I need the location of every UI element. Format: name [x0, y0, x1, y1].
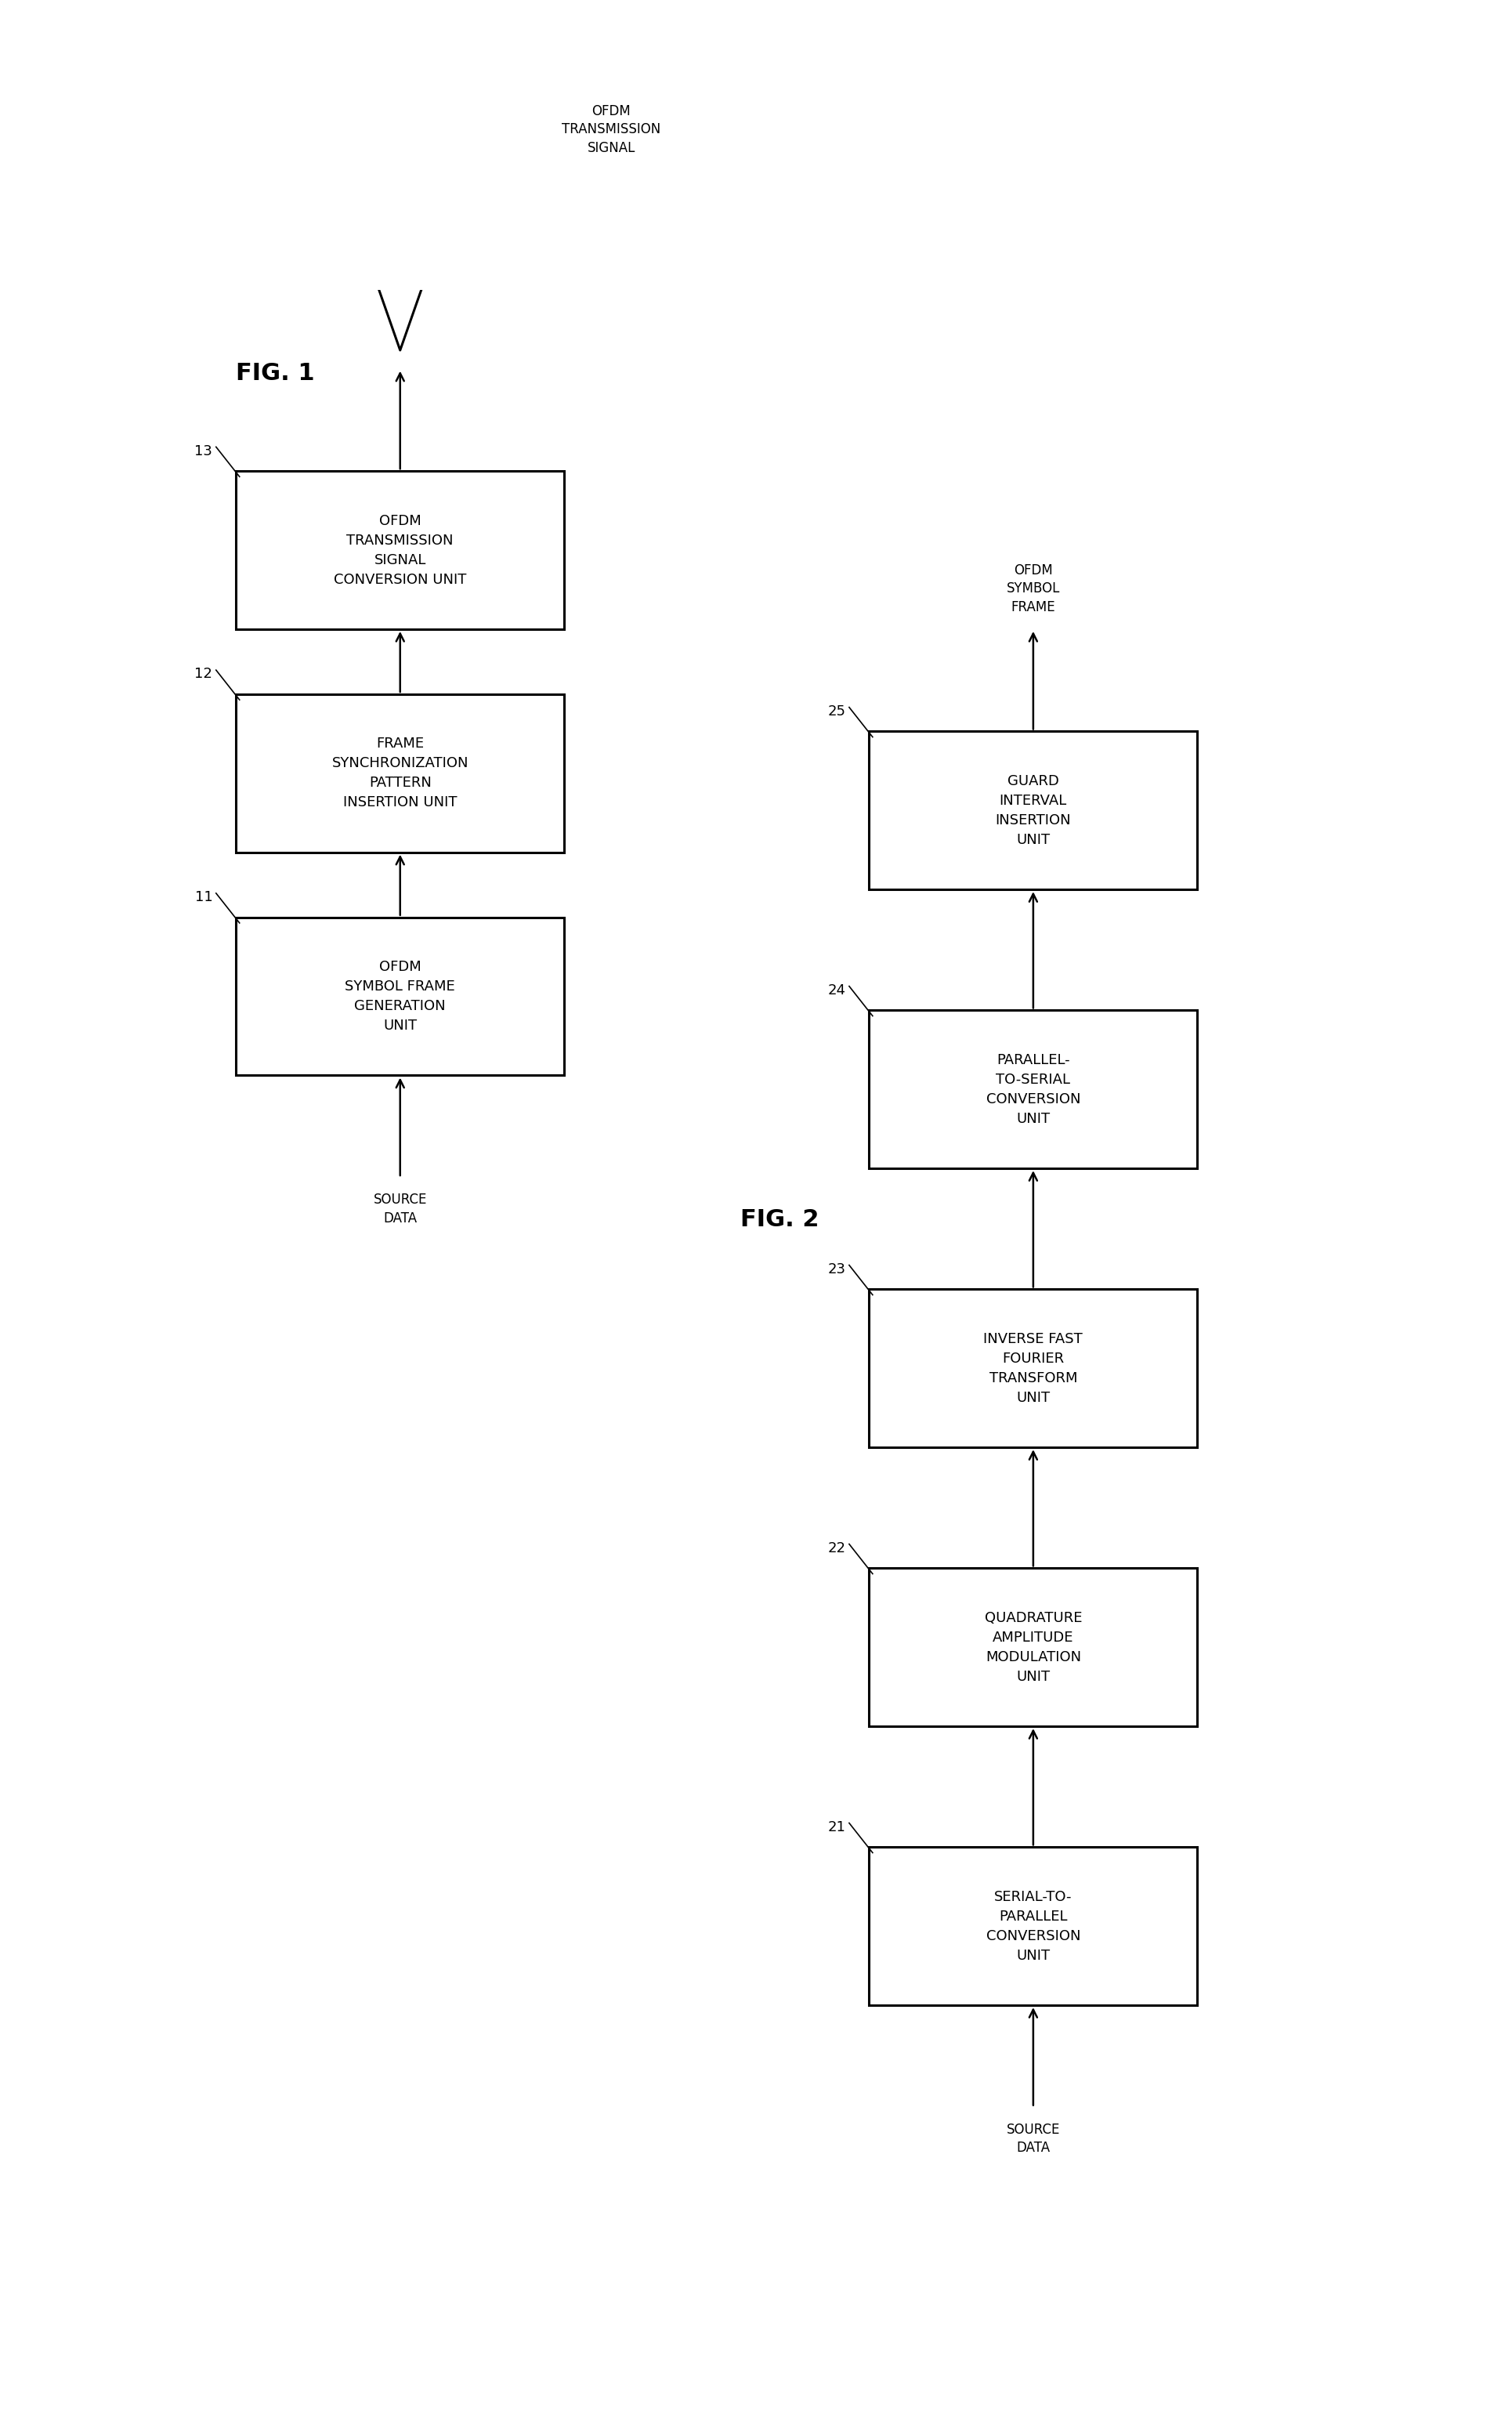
Text: FIG. 2: FIG. 2	[739, 1208, 818, 1232]
Text: SOURCE
DATA: SOURCE DATA	[373, 1193, 426, 1224]
Text: FIG. 1: FIG. 1	[236, 362, 314, 384]
Text: 22: 22	[827, 1541, 845, 1555]
Text: 13: 13	[195, 444, 212, 459]
FancyBboxPatch shape	[236, 471, 564, 630]
Text: SERIAL-TO-
PARALLEL
CONVERSION
UNIT: SERIAL-TO- PARALLEL CONVERSION UNIT	[986, 1891, 1080, 1963]
Text: PARALLEL-
TO-SERIAL
CONVERSION
UNIT: PARALLEL- TO-SERIAL CONVERSION UNIT	[986, 1053, 1080, 1125]
Text: SOURCE
DATA: SOURCE DATA	[1005, 2123, 1060, 2154]
Text: 21: 21	[827, 1821, 845, 1833]
Text: GUARD
INTERVAL
INSERTION
UNIT: GUARD INTERVAL INSERTION UNIT	[995, 775, 1070, 848]
Text: 23: 23	[827, 1263, 845, 1275]
FancyBboxPatch shape	[236, 918, 564, 1075]
Text: OFDM
TRANSMISSION
SIGNAL
CONVERSION UNIT: OFDM TRANSMISSION SIGNAL CONVERSION UNIT	[334, 514, 466, 587]
Text: QUADRATURE
AMPLITUDE
MODULATION
UNIT: QUADRATURE AMPLITUDE MODULATION UNIT	[984, 1611, 1081, 1683]
Text: 25: 25	[827, 705, 845, 717]
FancyBboxPatch shape	[868, 1847, 1198, 2004]
Text: OFDM
SYMBOL
FRAME: OFDM SYMBOL FRAME	[1005, 563, 1060, 613]
FancyBboxPatch shape	[868, 1290, 1198, 1447]
Text: 11: 11	[195, 891, 212, 903]
Text: 24: 24	[827, 983, 845, 997]
FancyBboxPatch shape	[868, 1009, 1198, 1169]
Text: OFDM
TRANSMISSION
SIGNAL: OFDM TRANSMISSION SIGNAL	[561, 104, 661, 155]
FancyBboxPatch shape	[236, 693, 564, 852]
Text: 12: 12	[195, 667, 212, 681]
Text: FRAME
SYNCHRONIZATION
PATTERN
INSERTION UNIT: FRAME SYNCHRONIZATION PATTERN INSERTION …	[331, 737, 469, 809]
FancyBboxPatch shape	[868, 732, 1198, 889]
Text: OFDM
SYMBOL FRAME
GENERATION
UNIT: OFDM SYMBOL FRAME GENERATION UNIT	[345, 961, 455, 1034]
FancyBboxPatch shape	[868, 1567, 1198, 1727]
Text: INVERSE FAST
FOURIER
TRANSFORM
UNIT: INVERSE FAST FOURIER TRANSFORM UNIT	[983, 1333, 1083, 1406]
